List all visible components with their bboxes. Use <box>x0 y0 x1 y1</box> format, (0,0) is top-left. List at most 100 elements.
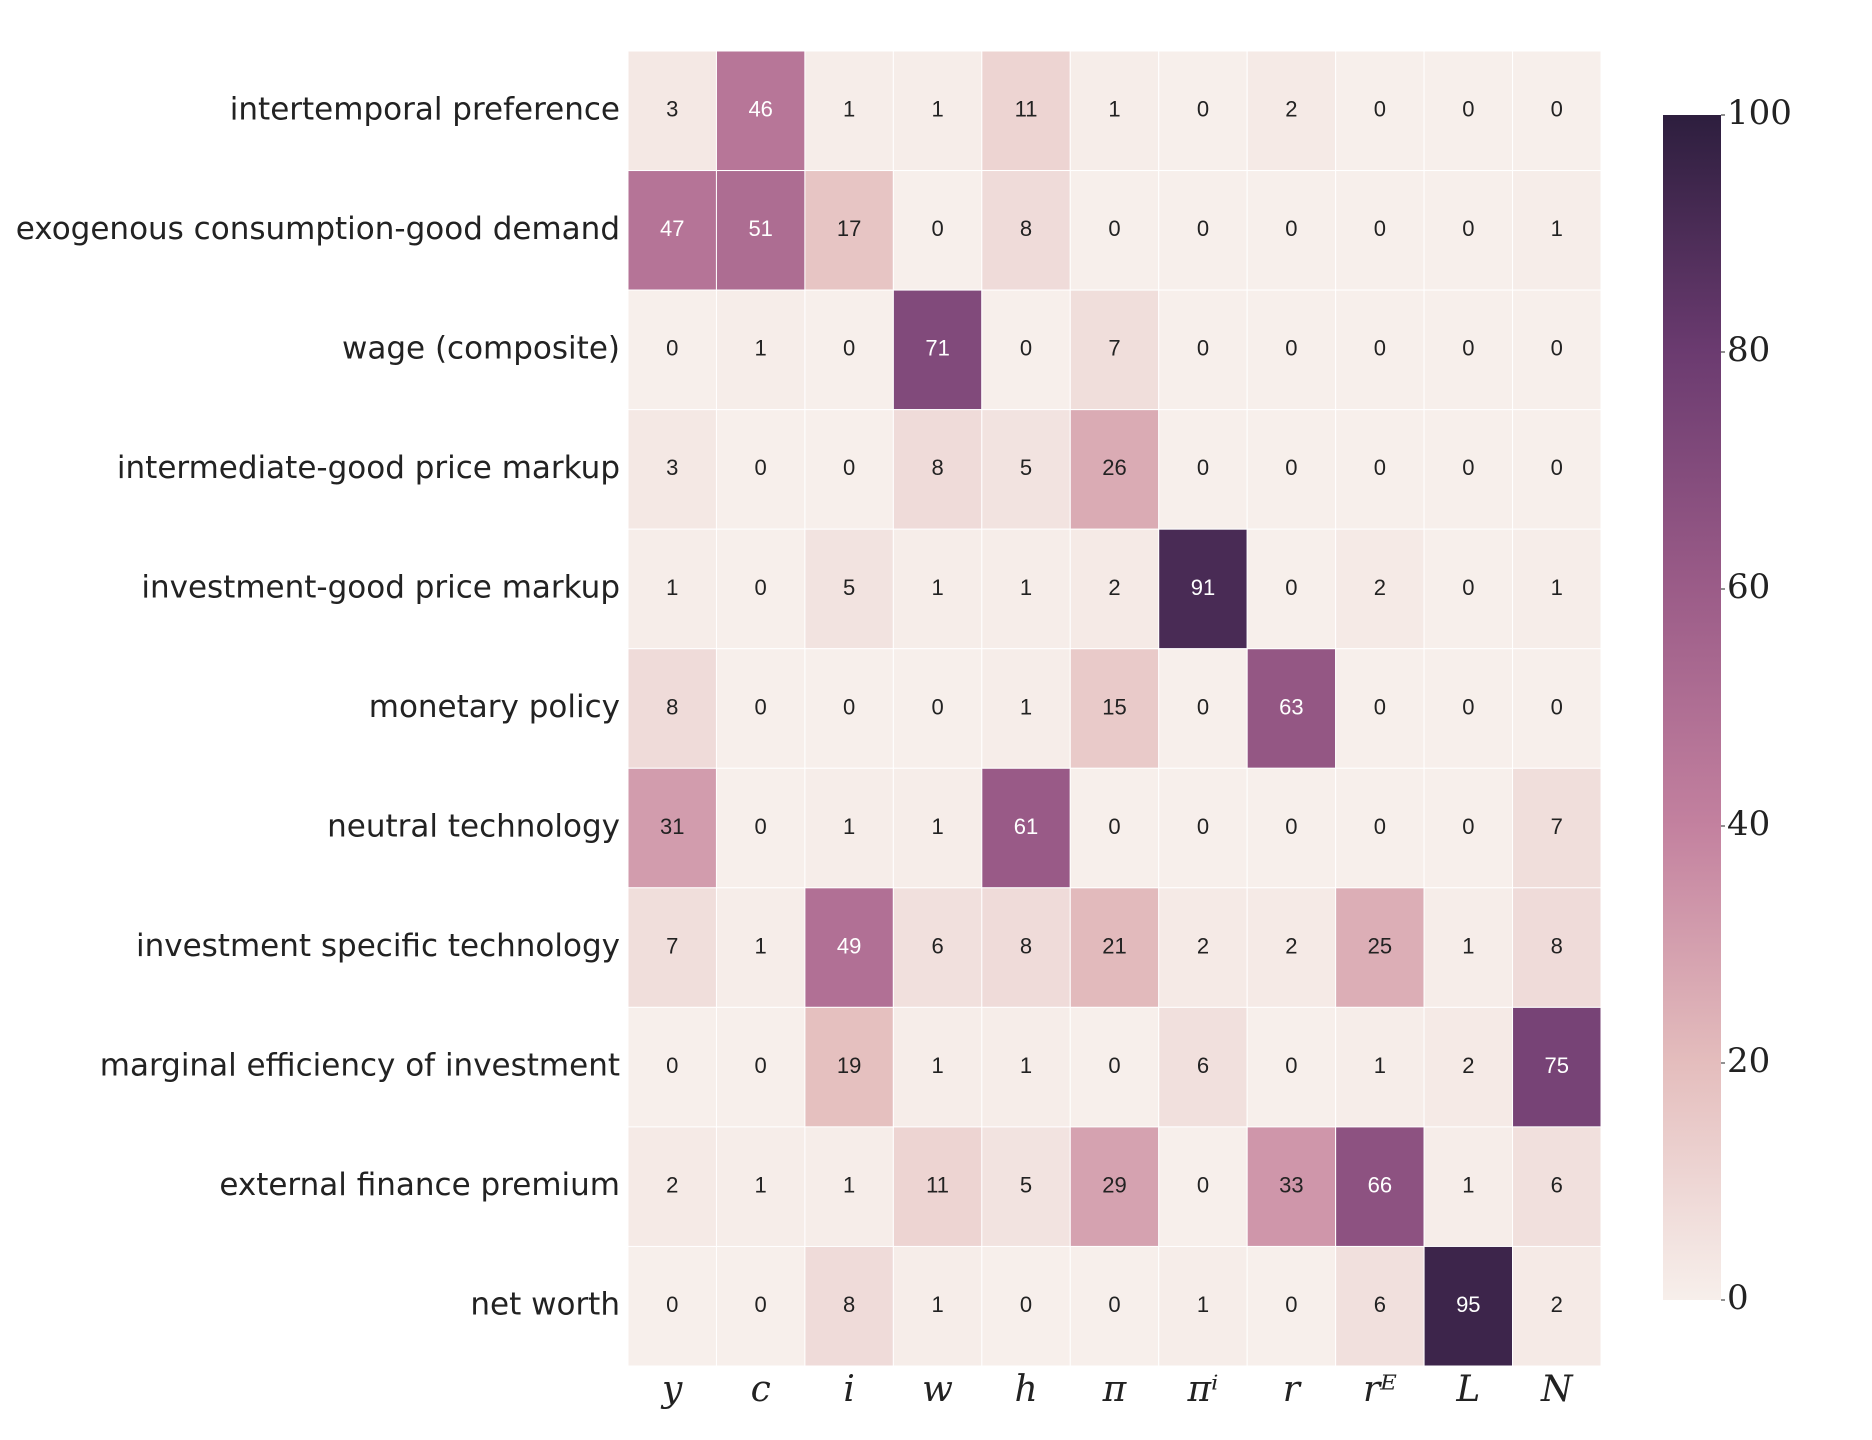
cell-label: 51 <box>748 216 772 241</box>
heatmap-cell <box>1335 289 1425 411</box>
cell-label: 7 <box>1108 336 1120 361</box>
heatmap-cell <box>1069 50 1160 172</box>
cell-label: 0 <box>755 1292 767 1317</box>
heatmap-cell <box>1512 648 1602 769</box>
heatmap-cell <box>981 1245 1071 1367</box>
heatmap-cell <box>1423 528 1514 650</box>
heatmap-cell <box>1423 1006 1514 1128</box>
heatmap-cell <box>981 1126 1071 1247</box>
colorbar-tick-label: 20 <box>1727 1041 1770 1081</box>
x-tick-label: N <box>1540 1369 1574 1410</box>
heatmap-cell <box>1069 528 1160 650</box>
cell-label: 1 <box>755 336 767 361</box>
heatmap-cell <box>981 887 1071 1008</box>
cell-label: 0 <box>666 1292 678 1317</box>
heatmap-cell <box>981 528 1071 650</box>
heatmap-cell <box>627 887 717 1008</box>
heatmap-cell <box>1069 648 1160 769</box>
cell-label: 0 <box>931 216 943 241</box>
heatmap-cell <box>1158 409 1248 530</box>
heatmap-cell <box>1246 1006 1337 1128</box>
cell-label: 26 <box>1102 455 1126 480</box>
heatmap-cell <box>892 50 983 172</box>
colorbar-tick-label: 40 <box>1727 804 1770 844</box>
cell-label: 1 <box>931 1053 943 1078</box>
cell-label: 0 <box>1374 694 1386 719</box>
cell-label: 0 <box>1197 336 1209 361</box>
heatmap-cell <box>892 528 983 650</box>
heatmap-cell <box>1512 1006 1602 1128</box>
y-tick-label: exogenous consumption-good demand <box>16 211 620 247</box>
cell-label: 0 <box>1108 814 1120 839</box>
heatmap-cell <box>981 409 1071 530</box>
heatmap-cell <box>1069 409 1160 530</box>
cell-label: 6 <box>1374 1292 1386 1317</box>
x-tick-label: L <box>1455 1369 1480 1410</box>
heatmap-cell <box>892 1006 983 1128</box>
y-tick-label: external finance premium <box>219 1167 620 1203</box>
cell-label: 0 <box>1285 455 1297 480</box>
heatmap-cell <box>1423 887 1514 1008</box>
cell-label: 0 <box>1374 216 1386 241</box>
heatmap-cell <box>715 50 806 172</box>
cell-label: 29 <box>1102 1172 1126 1197</box>
heatmap-cell <box>1246 170 1337 291</box>
cell-label: 1 <box>843 97 855 122</box>
heatmap-cell <box>1158 648 1248 769</box>
y-tick-label: net worth <box>470 1287 620 1323</box>
heatmap-cell <box>1335 1245 1425 1367</box>
heatmap-cell <box>1069 289 1160 411</box>
cell-label: 0 <box>1462 97 1474 122</box>
cell-label: 2 <box>1374 575 1386 600</box>
cell-label: 17 <box>837 216 861 241</box>
heatmap-cell <box>1069 1245 1160 1367</box>
cell-label: 1 <box>1374 1053 1386 1078</box>
heatmap-cell <box>1158 1006 1248 1128</box>
y-tick-label: investment specific technology <box>136 928 620 964</box>
cell-label: 6 <box>931 933 943 958</box>
cell-label: 8 <box>843 1292 855 1317</box>
cell-label: 0 <box>1197 814 1209 839</box>
cell-label: 46 <box>748 97 772 122</box>
cell-label: 0 <box>1108 1292 1120 1317</box>
heatmap-cell <box>1335 1126 1425 1247</box>
heatmap-cell <box>1246 767 1337 889</box>
cell-label: 0 <box>1551 455 1563 480</box>
heatmap-cell <box>892 1245 983 1367</box>
x-tick-label: i <box>843 1369 855 1410</box>
cell-label: 33 <box>1279 1172 1303 1197</box>
cell-label: 1 <box>1462 1172 1474 1197</box>
heatmap-cell <box>715 887 806 1008</box>
cell-label: 0 <box>1462 455 1474 480</box>
heatmap-cell <box>1158 887 1248 1008</box>
heatmap-cell <box>1069 887 1160 1008</box>
cell-label: 0 <box>1551 694 1563 719</box>
cell-label: 2 <box>666 1172 678 1197</box>
cell-label: 49 <box>837 933 861 958</box>
cell-label: 61 <box>1014 814 1038 839</box>
colorbar-tick-label: 60 <box>1727 567 1770 607</box>
heatmap-cell <box>1512 289 1602 411</box>
heatmap-cell <box>1069 767 1160 889</box>
heatmap-cell <box>715 767 806 889</box>
heatmap-cell <box>804 50 894 172</box>
cell-label: 0 <box>1374 814 1386 839</box>
cell-label: 0 <box>1285 575 1297 600</box>
cell-label: 3 <box>666 455 678 480</box>
cell-label: 1 <box>931 1292 943 1317</box>
heatmap-cell <box>892 767 983 889</box>
cell-label: 3 <box>666 97 678 122</box>
heatmap-cell <box>981 50 1071 172</box>
heatmap-cell <box>892 409 983 530</box>
cell-label: 91 <box>1191 575 1215 600</box>
heatmap-cell <box>804 528 894 650</box>
heatmap-cell <box>1158 289 1248 411</box>
heatmap-cell <box>892 648 983 769</box>
heatmap-cell <box>892 170 983 291</box>
colorbar-tick-label: 80 <box>1727 330 1770 370</box>
x-tick-label: w <box>922 1369 953 1410</box>
y-tick-label: investment-good price markup <box>141 569 620 605</box>
cell-label: 1 <box>931 814 943 839</box>
cell-label: 0 <box>1462 216 1474 241</box>
cell-label: 0 <box>1462 336 1474 361</box>
